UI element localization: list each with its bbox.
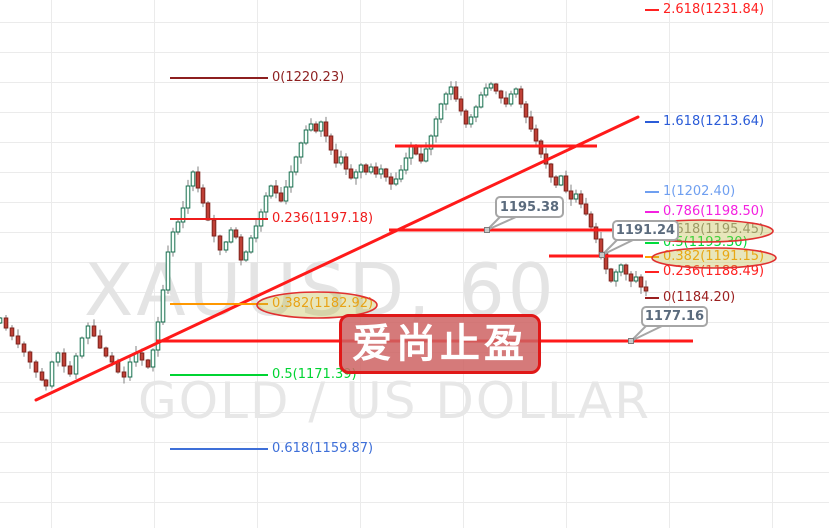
fib-right-level-label-1: 1.618(1213.64) [663, 114, 765, 129]
fib-left-level-line-2 [170, 303, 268, 305]
fib-left-level-3[interactable]: 0.5(1171.39) [170, 367, 357, 383]
fib-left-level-label-2: 0.382(1182.92) [272, 296, 373, 312]
fib-left-level-line-4 [170, 448, 268, 450]
fib-left-level-label-0: 0(1220.23) [272, 70, 345, 85]
fib-left-level-line-1 [170, 218, 268, 220]
highlight-ellipse-0[interactable] [256, 291, 378, 319]
fib-left-level-label-4: 0.618(1159.87) [272, 441, 374, 456]
anchor-markers[interactable] [484, 227, 634, 344]
highlight-ellipse-2[interactable] [651, 247, 777, 269]
price-callout-1177.16[interactable]: 1177.16 [641, 306, 708, 327]
anchor-marker-1[interactable] [599, 252, 605, 258]
price-callout-label: 1195.38 [499, 199, 560, 215]
fib-right-level-label-0: 2.618(1231.84) [663, 2, 765, 17]
anchor-marker-0[interactable] [484, 227, 490, 233]
fib-left-level-0[interactable]: 0(1220.23) [170, 70, 344, 86]
fib-right-level-line-1 [645, 121, 659, 123]
fib-right-level-label-8: 0(1184.20) [663, 290, 736, 305]
fib-right-level-line-5 [645, 242, 659, 244]
fib-right-level-8[interactable]: 0(1184.20) [645, 290, 735, 306]
fib-left-level-label-1: 0.236(1197.18) [272, 211, 374, 226]
stop-profit-annotation-box[interactable]: 爱尚止盈 [339, 314, 541, 374]
callout-tail-0 [486, 216, 517, 231]
fib-right-level-line-0 [645, 9, 659, 11]
highlight-ellipses[interactable] [256, 219, 777, 319]
fib-right-level-label-3: 0.786(1198.50) [663, 204, 765, 219]
price-callout-label: 1177.16 [644, 309, 705, 324]
price-callout-1191.24[interactable]: 1191.24 [612, 220, 679, 241]
fib-left-level-line-3 [170, 374, 268, 376]
fib-left-level-1[interactable]: 0.236(1197.18) [170, 211, 373, 227]
fib-left-level-label-3: 0.5(1171.39) [272, 367, 357, 382]
fib-right-level-1[interactable]: 1.618(1213.64) [645, 114, 764, 130]
fib-right-level-line-8 [645, 297, 659, 299]
fib-right-level-label-4: 0.618(1195.45) [663, 222, 764, 238]
fib-left-level-line-0 [170, 77, 268, 79]
fib-right-level-label-6: 0.382(1191.15) [663, 249, 764, 265]
watermark-description: GOLD / US DOLLAR [138, 372, 651, 430]
trend-line[interactable] [34, 115, 640, 402]
fib-left-level-2[interactable]: 0.382(1182.92) [170, 296, 373, 312]
callout-tail-1 [601, 239, 634, 256]
fib-right-level-3[interactable]: 0.786(1198.50) [645, 204, 764, 220]
fib-right-level-line-2 [645, 191, 659, 193]
anchor-marker-2[interactable] [628, 338, 634, 344]
fib-right-level-line-3 [645, 211, 659, 213]
price-callout-label: 1191.24 [615, 223, 676, 238]
fib-right-level-2[interactable]: 1(1202.40) [645, 184, 735, 200]
fib-right-level-label-2: 1(1202.40) [663, 184, 736, 199]
fib-right-level-0[interactable]: 2.618(1231.84) [645, 2, 764, 18]
fib-left-level-4[interactable]: 0.618(1159.87) [170, 441, 373, 457]
price-callout-1195.38[interactable]: 1195.38 [495, 196, 564, 218]
stop-profit-annotation-text: 爱尚止盈 [352, 321, 528, 366]
callout-tail-2 [630, 325, 663, 342]
fib-right-level-line-7 [645, 271, 659, 273]
